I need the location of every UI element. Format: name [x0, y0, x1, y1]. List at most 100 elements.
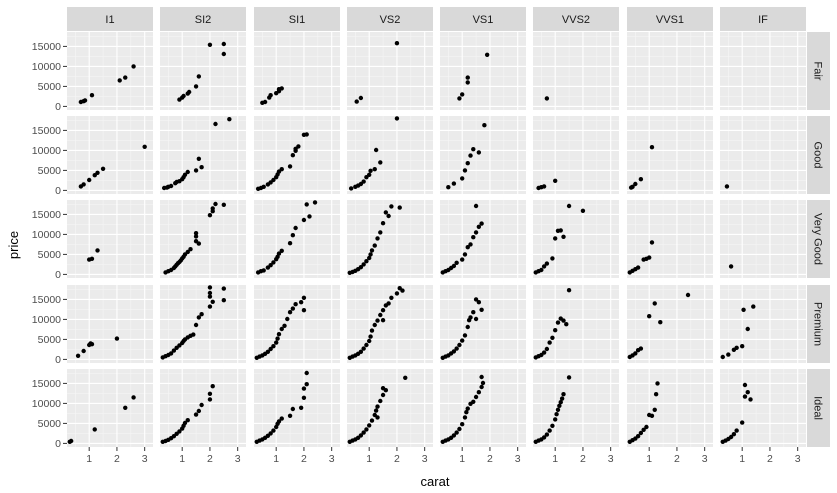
- y-tick-label: 5000: [38, 418, 62, 430]
- data-point: [544, 432, 550, 437]
- data-point: [739, 420, 745, 425]
- data-point: [181, 93, 186, 99]
- y-tick-label: 10000: [32, 398, 61, 410]
- y-tick-label: 0: [55, 438, 61, 450]
- data-point: [168, 183, 174, 189]
- x-tick-label: 1: [459, 453, 465, 465]
- data-point: [81, 348, 86, 354]
- data-point: [182, 172, 188, 177]
- data-point: [375, 415, 380, 420]
- data-point: [386, 213, 391, 219]
- data-point: [182, 420, 188, 426]
- data-point: [185, 249, 190, 255]
- data-point: [541, 350, 547, 355]
- panel-1-2: [254, 116, 340, 194]
- data-point: [293, 146, 298, 151]
- data-point: [131, 64, 136, 69]
- data-point: [361, 179, 366, 184]
- panel-0-0: [67, 32, 153, 110]
- panel-4-0: [67, 369, 153, 447]
- panel-4-7: [720, 369, 806, 447]
- data-point: [276, 332, 282, 337]
- x-tick-label: 1: [273, 453, 279, 465]
- data-point: [210, 384, 215, 389]
- panel-background: [160, 32, 246, 110]
- data-point: [479, 374, 484, 380]
- panel-2-0: [67, 200, 153, 278]
- data-point: [271, 344, 276, 349]
- data-point: [142, 144, 147, 149]
- x-tick-label: 3: [329, 453, 335, 465]
- strip-top-VS1: [440, 7, 526, 31]
- x-tick-label: 3: [515, 453, 521, 465]
- panel-2-7: [720, 200, 806, 278]
- panel-background: [160, 369, 246, 447]
- x-tick-label: 1: [86, 453, 92, 465]
- panel-background: [627, 116, 713, 194]
- data-point: [473, 203, 479, 209]
- data-point: [298, 300, 304, 305]
- x-tick-label: 3: [422, 453, 428, 465]
- data-point: [734, 345, 739, 350]
- panel-1-0: [67, 116, 153, 194]
- data-point: [186, 89, 192, 95]
- data-point: [380, 392, 386, 398]
- data-point: [301, 295, 307, 300]
- data-point: [446, 185, 451, 190]
- data-point: [394, 116, 400, 121]
- data-point: [304, 370, 309, 376]
- data-point: [473, 230, 479, 235]
- data-point: [471, 235, 476, 240]
- y-tick-label: 5000: [38, 81, 62, 93]
- data-point: [652, 407, 657, 412]
- data-point: [552, 328, 558, 333]
- panel-1-1: [160, 116, 246, 194]
- data-point: [131, 395, 136, 400]
- strip-right-4: [807, 369, 830, 447]
- data-point: [375, 404, 380, 409]
- x-tick-label: 2: [207, 453, 213, 465]
- data-point: [89, 256, 95, 261]
- data-point: [193, 168, 199, 173]
- data-point: [479, 384, 484, 390]
- data-point: [464, 410, 469, 415]
- data-point: [454, 430, 459, 435]
- data-point: [221, 298, 227, 303]
- panel-4-3: [347, 369, 433, 447]
- data-point: [95, 170, 100, 175]
- x-tick-label: 2: [114, 453, 120, 465]
- data-point: [473, 297, 479, 302]
- data-point: [550, 335, 555, 340]
- data-point: [550, 423, 555, 428]
- data-point: [378, 230, 383, 235]
- data-point: [100, 166, 106, 171]
- strip-top-label: VVS2: [562, 14, 590, 26]
- data-point: [221, 286, 227, 291]
- data-point: [633, 351, 638, 356]
- panel-3-4: [440, 285, 526, 363]
- data-point: [199, 165, 204, 170]
- data-point: [196, 315, 202, 320]
- data-point: [213, 201, 218, 207]
- data-point: [644, 424, 649, 430]
- data-point: [301, 217, 307, 223]
- data-point: [649, 240, 655, 245]
- data-point: [547, 340, 552, 345]
- data-point: [304, 382, 309, 387]
- data-point: [373, 147, 379, 153]
- panel-background: [254, 116, 340, 194]
- data-point: [465, 75, 470, 80]
- data-point: [293, 225, 298, 231]
- panel-2-6: [627, 200, 713, 278]
- data-point: [638, 430, 644, 436]
- y-tick-label: 10000: [32, 145, 61, 157]
- y-tick-label: 0: [55, 101, 61, 113]
- strips-layer: I1 SI2 SI1 VS2 VS1 VVS2 VVS1 IF Fair Good Very Goo…: [67, 7, 830, 447]
- data-point: [471, 147, 476, 152]
- data-point: [348, 186, 354, 191]
- panel-4-4: [440, 369, 526, 447]
- data-point: [301, 386, 307, 391]
- data-point: [561, 234, 566, 239]
- strip-right-2: [807, 200, 830, 278]
- panel-4-6: [627, 369, 713, 447]
